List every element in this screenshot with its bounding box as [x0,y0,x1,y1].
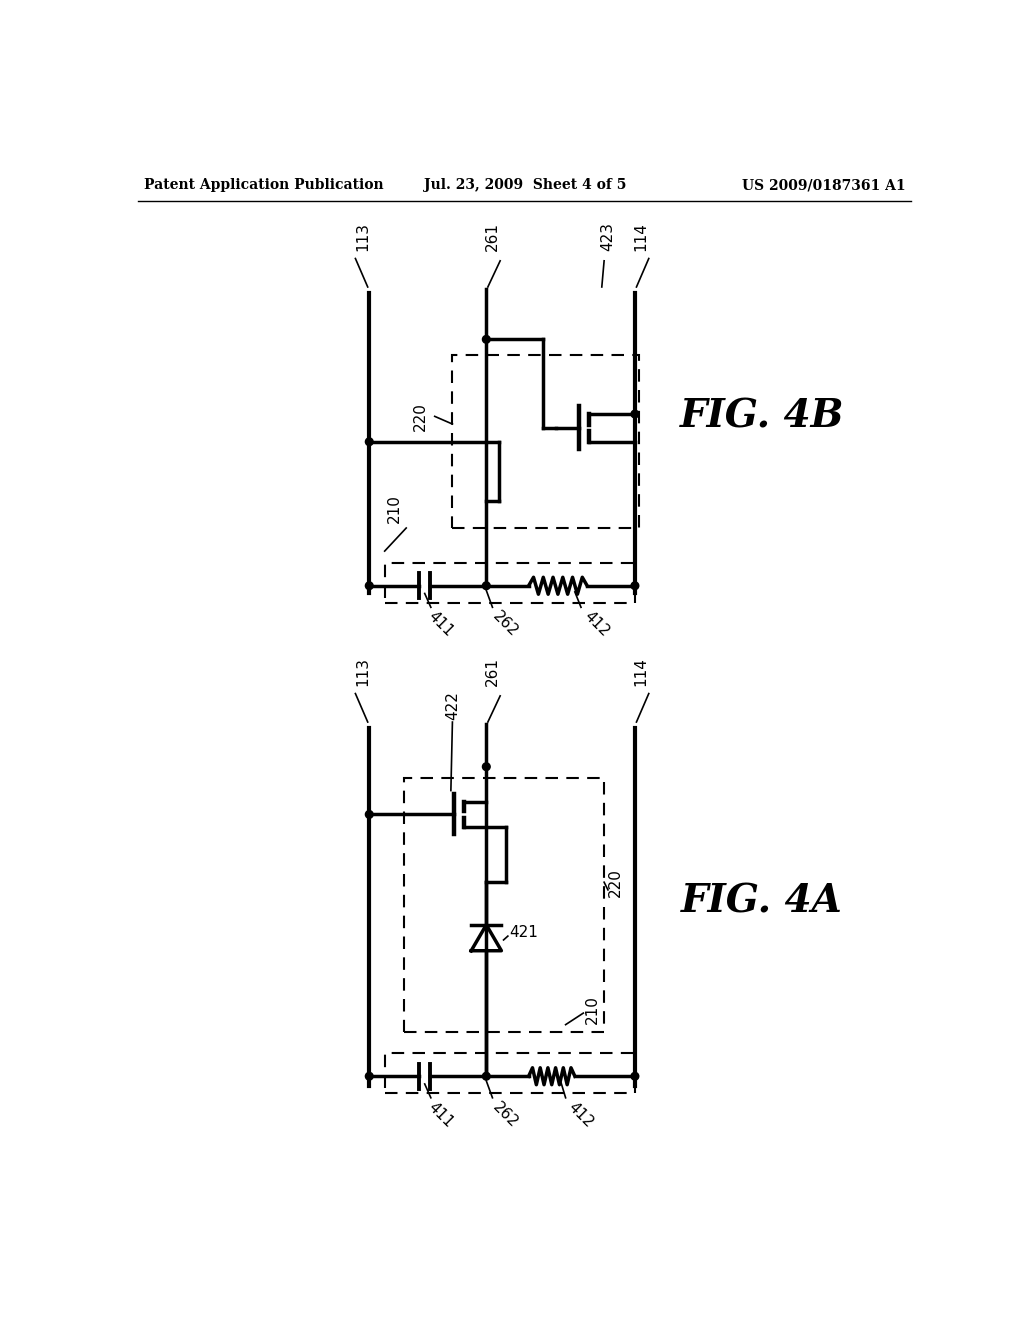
Text: 113: 113 [355,657,371,686]
Circle shape [482,763,490,771]
Text: 412: 412 [581,609,612,640]
Circle shape [482,582,490,590]
Text: Patent Application Publication: Patent Application Publication [144,178,384,193]
Text: 422: 422 [444,692,460,721]
Text: 262: 262 [490,1100,521,1130]
Text: 423: 423 [600,222,615,251]
Text: 261: 261 [485,657,500,686]
Bar [385,562,635,603]
Bar [453,355,639,528]
Text: 411: 411 [425,609,457,640]
Text: 114: 114 [634,657,648,686]
Circle shape [631,411,639,418]
Text: 421: 421 [509,925,539,940]
Circle shape [366,438,373,446]
Text: FIG. 4A: FIG. 4A [681,883,843,920]
Circle shape [482,1072,490,1080]
Text: 220: 220 [608,867,624,896]
Text: 411: 411 [425,1100,457,1130]
Text: 220: 220 [413,401,428,430]
Text: 210: 210 [386,494,401,523]
Circle shape [482,335,490,343]
Text: 261: 261 [485,222,500,251]
Text: Jul. 23, 2009  Sheet 4 of 5: Jul. 23, 2009 Sheet 4 of 5 [424,178,626,193]
Bar [403,779,604,1032]
Circle shape [366,582,373,590]
Text: 210: 210 [585,995,600,1024]
Circle shape [366,810,373,818]
Text: 412: 412 [565,1100,597,1130]
Bar [385,1053,635,1093]
Text: 262: 262 [490,609,521,640]
Text: 113: 113 [355,222,371,251]
Circle shape [366,1072,373,1080]
Text: US 2009/0187361 A1: US 2009/0187361 A1 [741,178,905,193]
Text: 114: 114 [634,222,648,251]
Circle shape [631,1072,639,1080]
Text: FIG. 4B: FIG. 4B [680,397,844,436]
Circle shape [631,582,639,590]
